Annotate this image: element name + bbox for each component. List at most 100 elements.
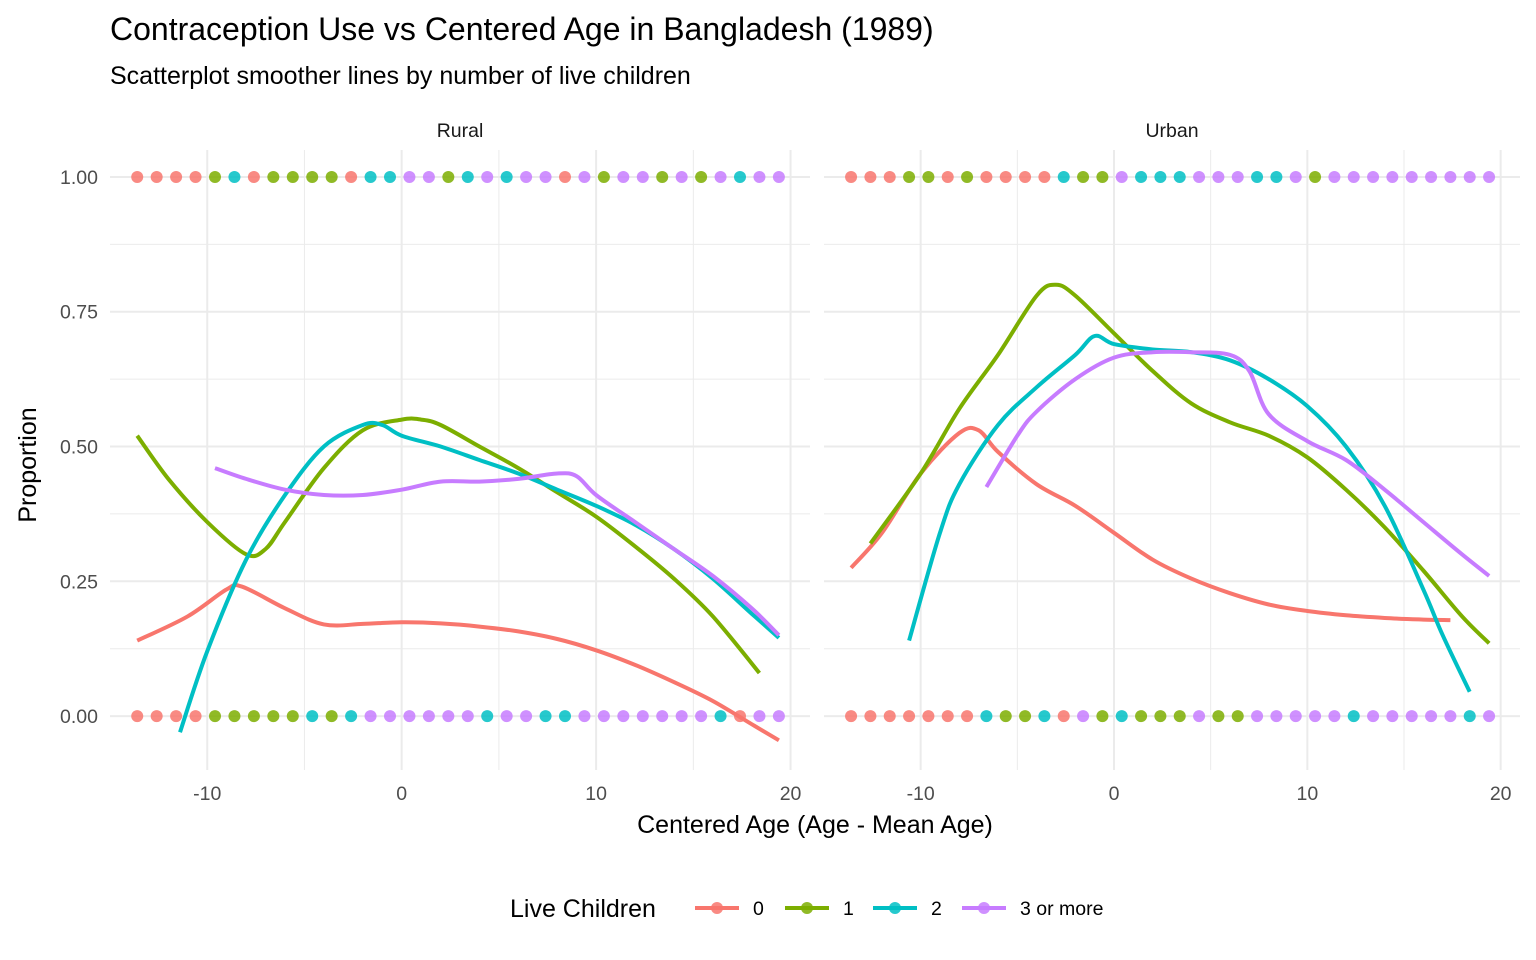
chart-subtitle: Scatterplot smoother lines by number of … [110, 62, 691, 90]
data-point [1193, 710, 1206, 723]
data-point [1367, 170, 1380, 183]
data-point [845, 170, 858, 183]
data-point [345, 710, 358, 723]
x-tick-labels-urban: -10 0 10 20 [907, 783, 1512, 805]
panel-strip-rural: Rural [437, 120, 484, 142]
data-point [1347, 170, 1360, 183]
data-point [1270, 170, 1283, 183]
data-point [1154, 710, 1167, 723]
data-point [1463, 710, 1476, 723]
data-point [578, 710, 591, 723]
data-point [1077, 710, 1090, 723]
data-point [1328, 170, 1341, 183]
legend-label: 2 [931, 898, 942, 920]
data-point [903, 710, 916, 723]
data-point [883, 170, 896, 183]
data-point [1173, 170, 1186, 183]
series-line [214, 466, 781, 637]
legend: Live Children 0 1 2 3 or more [510, 895, 1103, 923]
data-point [1367, 710, 1380, 723]
data-point [695, 170, 708, 183]
x-tick-label: -10 [193, 783, 221, 805]
data-point [325, 710, 338, 723]
data-point [617, 710, 630, 723]
series-line [849, 425, 1451, 623]
data-point [1289, 710, 1302, 723]
data-point [864, 710, 877, 723]
points-urban [845, 170, 1496, 723]
lines-rural [135, 416, 781, 743]
data-point [1425, 710, 1438, 723]
data-point [1309, 170, 1322, 183]
data-point [753, 710, 766, 723]
data-point [714, 710, 727, 723]
lines-urban [849, 282, 1491, 693]
data-point [306, 710, 319, 723]
data-point [903, 170, 916, 183]
data-point [364, 710, 377, 723]
data-point [961, 710, 974, 723]
data-point [384, 710, 396, 723]
data-point [1328, 710, 1341, 723]
data-point [1231, 170, 1244, 183]
data-point [286, 170, 299, 183]
data-point [1096, 710, 1109, 723]
data-point [636, 710, 649, 723]
data-point [1309, 710, 1322, 723]
data-point [1251, 170, 1264, 183]
data-point [520, 170, 533, 183]
x-tick-label: 0 [396, 783, 407, 805]
y-tick-label: 0.25 [60, 571, 98, 593]
data-point [247, 170, 260, 183]
data-point [422, 710, 435, 723]
data-point [734, 170, 746, 183]
data-point [656, 170, 669, 183]
data-point [656, 710, 669, 723]
x-tick-label: 20 [1490, 783, 1512, 805]
data-point [941, 170, 954, 183]
y-tick-label: 0.75 [60, 302, 98, 324]
data-point [1115, 170, 1128, 183]
data-point [520, 710, 533, 723]
data-point [999, 710, 1012, 723]
data-point [1289, 170, 1302, 183]
data-point [209, 170, 221, 183]
y-tick-label: 0.00 [60, 706, 98, 728]
data-point [772, 170, 785, 183]
legend-label: 0 [753, 898, 764, 920]
data-point [1135, 710, 1148, 723]
data-point [1483, 170, 1496, 183]
x-tick-label: 10 [585, 783, 607, 805]
data-point [578, 170, 591, 183]
data-point [980, 170, 993, 183]
data-point [1425, 170, 1438, 183]
y-tick-labels: 0.00 0.25 0.50 0.75 1.00 [60, 167, 98, 728]
data-point [1077, 170, 1090, 183]
data-point [500, 710, 513, 723]
data-point [1096, 170, 1109, 183]
data-point [941, 710, 954, 723]
data-point [267, 710, 280, 723]
x-tick-label: -10 [907, 783, 935, 805]
data-point [1347, 710, 1360, 723]
legend-key-point [889, 902, 901, 914]
y-tick-label: 1.00 [60, 167, 98, 189]
data-point [1483, 710, 1496, 723]
data-point [1057, 170, 1070, 183]
data-point [325, 170, 338, 183]
data-point [636, 170, 649, 183]
data-point [1251, 710, 1264, 723]
data-point [539, 170, 552, 183]
data-point [617, 170, 630, 183]
data-point [247, 710, 260, 723]
data-point [1405, 710, 1418, 723]
data-point [422, 170, 435, 183]
y-tick-label: 0.50 [60, 437, 98, 459]
data-point [597, 710, 610, 723]
data-point [695, 710, 708, 723]
data-point [864, 170, 877, 183]
data-point [150, 170, 163, 183]
legend-entries: 0 1 2 3 or more [695, 898, 1103, 920]
legend-label: 1 [843, 898, 854, 920]
